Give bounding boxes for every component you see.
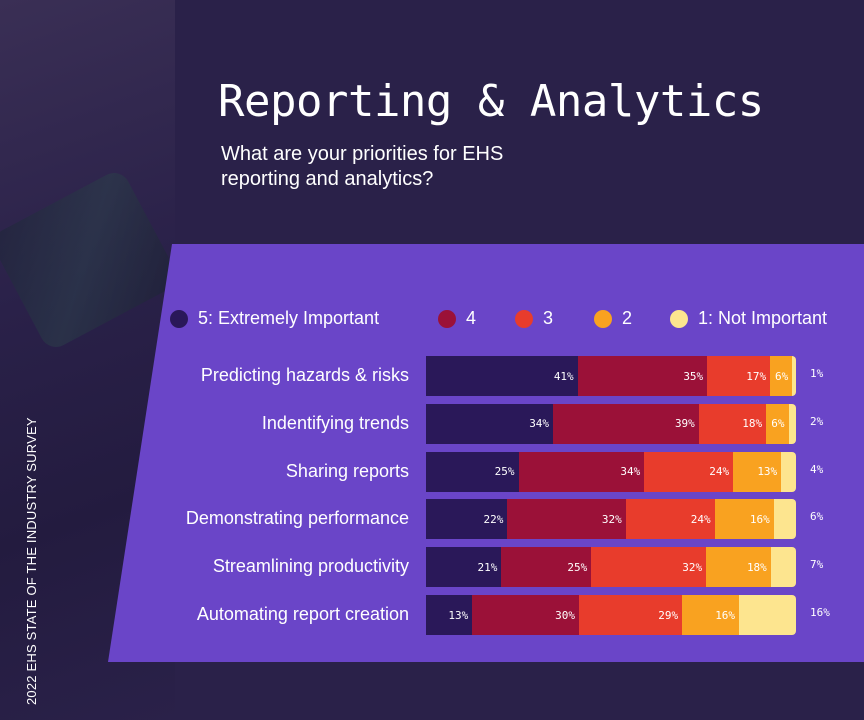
bar-segment: 24%: [625, 499, 715, 540]
data-label: 1%: [810, 367, 824, 380]
category-label: Demonstrating performance: [185, 508, 409, 529]
bar-segment: 21%: [426, 547, 502, 588]
bar-segment: 30%: [472, 595, 579, 635]
legend-label: 2: [622, 308, 633, 328]
bar-segment: [781, 451, 796, 492]
bar-segment: 25%: [501, 547, 592, 588]
category-label: Automating report creation: [196, 604, 409, 624]
bar-row: 13% 30% 29% 16%: [426, 595, 796, 635]
legend-label: 1: Not Important: [698, 308, 828, 328]
data-label: 6%: [810, 510, 824, 524]
bar-segment: 16%: [714, 499, 774, 540]
bar-row: 25% 34% 24% 13%: [426, 451, 796, 492]
bar-row: 34% 39% 18% 6%: [426, 403, 796, 444]
legend-swatch: [170, 309, 188, 328]
legend-item-5: 1: Not Important: [670, 308, 827, 329]
bar-segment: [792, 356, 797, 396]
bar-segment: 34%: [518, 451, 645, 492]
category-label: Sharing reports: [285, 460, 409, 481]
bar-segment: 24%: [644, 451, 734, 492]
legend-swatch: [438, 309, 456, 328]
legend-label: 5: Extremely Important: [198, 308, 380, 328]
category-label: Streamlining productivity: [212, 556, 409, 577]
bar-segment: 18%: [706, 547, 771, 588]
bar-segment: 25%: [426, 451, 519, 492]
bar-segment: [770, 547, 796, 588]
category-label: Indentifying trends: [261, 412, 409, 433]
bar-segment: 17%: [707, 356, 771, 396]
page-title: Reporting & Analytics: [218, 76, 764, 127]
data-label: 16%: [810, 606, 830, 619]
bar-segment: 32%: [507, 499, 626, 540]
bar-segment: 6%: [766, 403, 789, 444]
bar-segment: [739, 595, 796, 635]
bar-segment: 29%: [578, 595, 683, 635]
bar-segment: [788, 403, 796, 444]
bar-segment: 32%: [591, 547, 707, 588]
data-label: 7%: [810, 558, 824, 572]
bar-segment: 13%: [426, 595, 473, 635]
bar-segment: 39%: [553, 403, 699, 444]
legend-item-3: 3: [515, 308, 553, 329]
data-label: 4%: [810, 462, 824, 476]
legend-swatch: [515, 309, 533, 328]
bar-segment: [773, 499, 796, 540]
legend-item-4: 2: [594, 308, 632, 329]
bar-segment: 18%: [698, 403, 767, 444]
bar-row: 41% 35% 17% 6%: [426, 356, 797, 396]
data-label: 2%: [810, 414, 824, 428]
bar-segment: 13%: [733, 451, 782, 492]
bar-segment: 16%: [682, 595, 740, 635]
bar-segment: 35%: [577, 356, 708, 396]
page-subtitle: What are your priorities for EHS reporti…: [221, 143, 504, 190]
legend-item-1: 5: Extremely Important: [170, 308, 379, 329]
bar-segment: 41%: [426, 356, 578, 396]
legend-swatch: [594, 309, 612, 328]
bar-row: 21% 25% 32% 18%: [426, 547, 796, 588]
legend-label: 4: [466, 308, 477, 328]
bar-row: 22% 32% 24% 16%: [426, 499, 796, 540]
bar-segment: 6%: [770, 356, 793, 396]
category-label: Predicting hazards & risks: [200, 365, 409, 385]
legend-label: 3: [543, 308, 554, 328]
legend-item-2: 4: [438, 308, 476, 329]
side-caption: 2022 EHS STATE OF THE INDUSTRY SURVEY: [24, 417, 39, 705]
bar-segment: 34%: [426, 403, 554, 444]
bar-segment: 22%: [426, 499, 508, 540]
legend-swatch: [670, 309, 688, 328]
